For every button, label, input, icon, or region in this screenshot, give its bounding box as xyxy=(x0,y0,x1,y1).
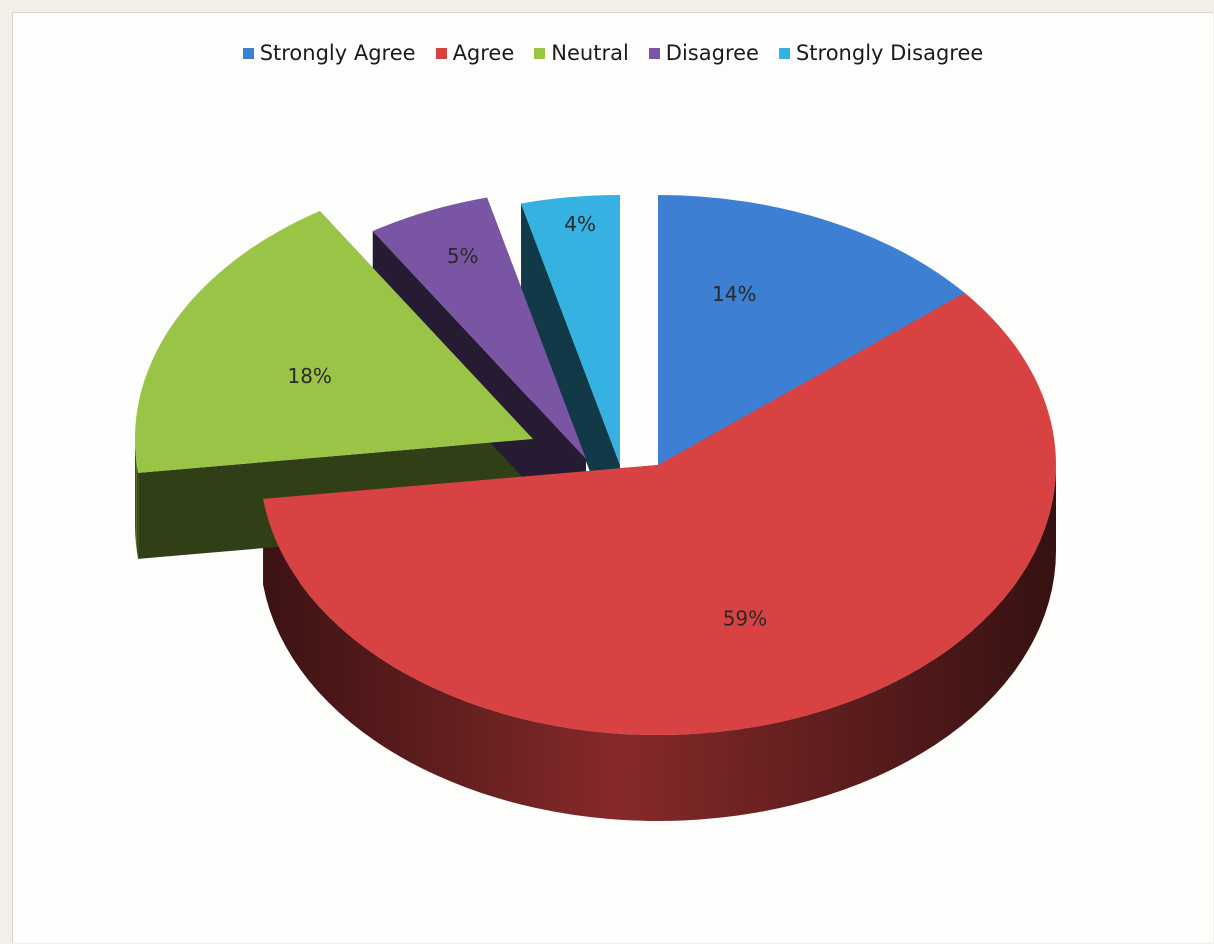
legend-item-agree: Agree xyxy=(435,41,515,65)
pie-label-neutral: 18% xyxy=(287,364,331,388)
pie-slice-neutral xyxy=(135,211,533,473)
legend-label-neutral: Neutral xyxy=(551,41,629,65)
pie-wall-start-strongly-disagree xyxy=(521,203,620,551)
pie-label-strongly-agree: 14% xyxy=(712,282,756,306)
legend-swatch-neutral xyxy=(534,47,546,59)
pie-data-labels: 14% 59% 18% 5% 4% xyxy=(287,212,767,631)
legend-item-strongly-agree: Strongly Agree xyxy=(242,41,416,65)
legend-label-disagree: Disagree xyxy=(665,41,759,65)
pie-slice-strongly-disagree xyxy=(521,195,620,465)
pie-label-agree: 59% xyxy=(723,607,767,631)
legend-item-neutral: Neutral xyxy=(534,41,629,65)
chart-frame: Strongly Agree Agree Neutral Disagree St… xyxy=(12,12,1213,943)
legend-label-agree: Agree xyxy=(452,41,515,65)
legend-label-strongly-disagree: Strongly Disagree xyxy=(795,41,984,65)
legend-swatch-strongly-disagree xyxy=(778,47,790,59)
pie-slice-strongly-agree xyxy=(658,195,965,465)
pie-slice-agree xyxy=(263,292,1056,735)
legend-swatch-disagree xyxy=(648,47,660,59)
pie-chart: 14% 59% 18% 5% 4% xyxy=(135,195,1057,822)
pie-slice-disagree xyxy=(372,197,586,459)
pie-label-disagree: 5% xyxy=(447,244,479,268)
legend-label-strongly-agree: Strongly Agree xyxy=(259,41,416,65)
legend-swatch-agree xyxy=(435,47,447,59)
pie-label-strongly-disagree: 4% xyxy=(564,212,596,236)
pie-top-faces xyxy=(135,195,1056,735)
chart-legend: Strongly Agree Agree Neutral Disagree St… xyxy=(13,41,1213,65)
legend-item-strongly-disagree: Strongly Disagree xyxy=(778,41,984,65)
pie-rim-neutral xyxy=(135,439,139,559)
legend-swatch-strongly-agree xyxy=(242,47,254,59)
legend-item-disagree: Disagree xyxy=(648,41,759,65)
pie-rim-agree xyxy=(263,465,1057,822)
